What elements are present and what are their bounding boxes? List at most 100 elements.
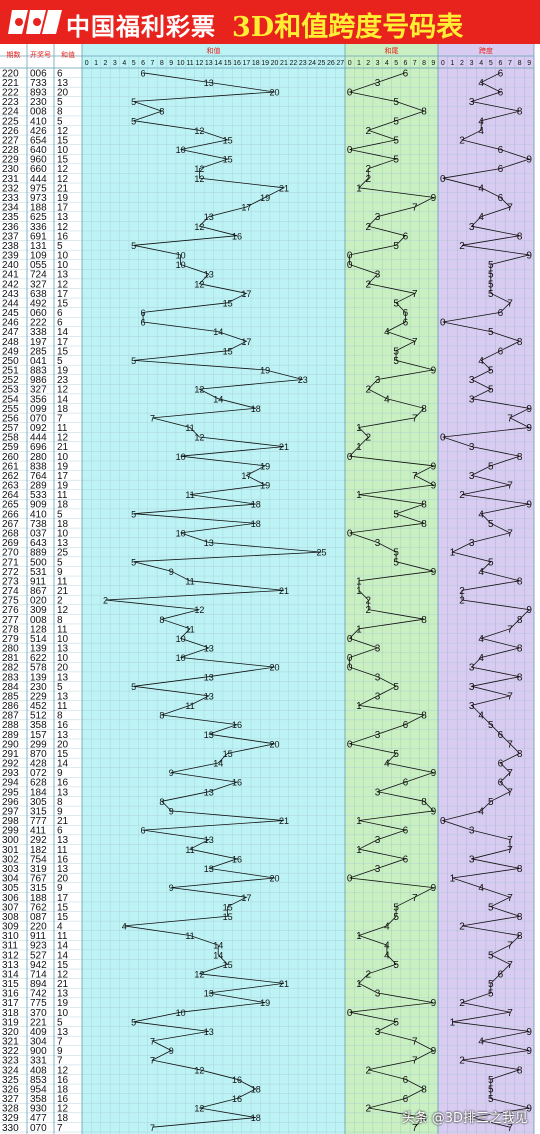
span-mark: 6 xyxy=(498,730,504,741)
tail-mark: 2 xyxy=(365,1104,371,1115)
sum-cell: 18 xyxy=(57,1084,69,1095)
period-cell: 305 xyxy=(2,883,19,894)
tail-mark: 5 xyxy=(393,135,399,146)
period-cell: 275 xyxy=(2,596,19,607)
tail-mark: 3 xyxy=(375,672,381,683)
tail-mark: 5 xyxy=(393,116,399,127)
period-cell: 286 xyxy=(2,701,19,712)
number-cell: 960 xyxy=(30,155,47,166)
span-mark: 4 xyxy=(478,1037,484,1048)
number-cell: 954 xyxy=(30,1084,47,1095)
sum-cell: 10 xyxy=(57,653,69,664)
sum-cell: 13 xyxy=(57,672,69,683)
sum-tick-label: 2 xyxy=(104,60,108,67)
period-cell: 235 xyxy=(2,212,19,223)
sum-mark: 19 xyxy=(260,481,270,491)
sum-mark: 10 xyxy=(176,653,186,663)
sum-cell: 13 xyxy=(57,212,69,223)
span-mark: 5 xyxy=(488,461,494,472)
number-cell: 008 xyxy=(30,615,47,626)
tail-mark: 2 xyxy=(365,174,371,185)
number-cell: 444 xyxy=(30,174,47,185)
sum-cell: 15 xyxy=(57,155,69,166)
span-mark: 4 xyxy=(478,356,484,367)
tail-mark: 3 xyxy=(375,270,381,281)
period-cell: 227 xyxy=(2,135,19,146)
number-cell: 986 xyxy=(30,375,47,386)
span-mark: 4 xyxy=(478,126,484,137)
number-cell: 197 xyxy=(30,337,47,348)
tail-mark: 0 xyxy=(347,739,353,750)
sum-cell: 21 xyxy=(57,183,69,194)
number-cell: 452 xyxy=(30,701,47,712)
period-cell: 268 xyxy=(2,529,19,540)
sum-mark: 14 xyxy=(213,327,223,337)
sum-mark: 13 xyxy=(204,730,214,740)
sum-mark: 17 xyxy=(241,337,251,347)
sum-mark: 18 xyxy=(251,500,261,510)
sum-cell: 13 xyxy=(57,78,69,89)
sum-cell: 10 xyxy=(57,634,69,645)
tail-mark: 5 xyxy=(393,97,399,108)
sum-mark: 13 xyxy=(204,1027,214,1037)
number-cell: 973 xyxy=(30,193,47,204)
period-cell: 298 xyxy=(2,816,19,827)
period-cell: 299 xyxy=(2,826,19,837)
period-cell: 243 xyxy=(2,289,19,300)
sum-cell: 5 xyxy=(57,682,63,693)
sum-tick-label: 11 xyxy=(186,60,193,67)
span-mark: 8 xyxy=(517,864,523,875)
tail-mark: 5 xyxy=(393,557,399,568)
sum-cell: 8 xyxy=(57,797,63,808)
sum-mark: 5 xyxy=(131,356,136,366)
span-mark: 7 xyxy=(507,1008,513,1019)
span-tick-label: 3 xyxy=(470,60,474,67)
number-cell: 157 xyxy=(30,730,47,741)
span-mark: 5 xyxy=(488,1084,494,1095)
sum-cell: 11 xyxy=(57,701,68,712)
tail-mark: 4 xyxy=(384,922,390,933)
sum-mark: 19 xyxy=(260,193,270,203)
sum-mark: 12 xyxy=(194,433,204,443)
sum-cell: 12 xyxy=(57,164,69,175)
number-cell: 444 xyxy=(30,433,47,444)
span-mark: 2 xyxy=(459,490,465,501)
period-cell: 303 xyxy=(2,864,19,875)
period-cell: 277 xyxy=(2,615,19,626)
span-mark: 7 xyxy=(507,845,513,856)
period-cell: 297 xyxy=(2,806,19,817)
tail-mark: 9 xyxy=(431,481,437,492)
header-sum-zone: 和值 xyxy=(207,46,221,55)
tail-mark: 8 xyxy=(421,711,427,722)
header-sum: 和值 xyxy=(61,50,75,59)
period-cell: 265 xyxy=(2,500,19,511)
span-mark: 4 xyxy=(478,653,484,664)
span-mark: 5 xyxy=(488,950,494,961)
sum-mark: 9 xyxy=(169,1046,174,1056)
sum-mark: 19 xyxy=(260,998,270,1008)
number-cell: 883 xyxy=(30,366,47,377)
period-cell: 326 xyxy=(2,1084,19,1095)
span-mark: 3 xyxy=(469,1113,475,1124)
period-cell: 302 xyxy=(2,854,19,865)
tail-tick-label: 0 xyxy=(348,60,352,67)
sum-mark: 11 xyxy=(185,845,194,855)
sum-mark: 16 xyxy=(232,778,242,788)
span-mark: 7 xyxy=(507,960,513,971)
period-cell: 257 xyxy=(2,423,19,434)
sum-tick-label: 7 xyxy=(150,60,154,67)
span-mark: 5 xyxy=(488,260,494,271)
tail-mark: 0 xyxy=(347,88,353,99)
tail-mark: 1 xyxy=(356,423,362,434)
sum-tick-label: 9 xyxy=(169,60,173,67)
period-cell: 315 xyxy=(2,979,19,990)
span-mark: 2 xyxy=(459,922,465,933)
period-cell: 319 xyxy=(2,1017,19,1028)
tail-mark: 2 xyxy=(365,605,371,616)
number-cell: 578 xyxy=(30,663,47,674)
sum-cell: 8 xyxy=(57,107,63,118)
span-mark: 5 xyxy=(488,989,494,1000)
sum-tick-label: 6 xyxy=(141,60,145,67)
period-cell: 229 xyxy=(2,155,19,166)
sum-mark: 18 xyxy=(251,1084,261,1094)
